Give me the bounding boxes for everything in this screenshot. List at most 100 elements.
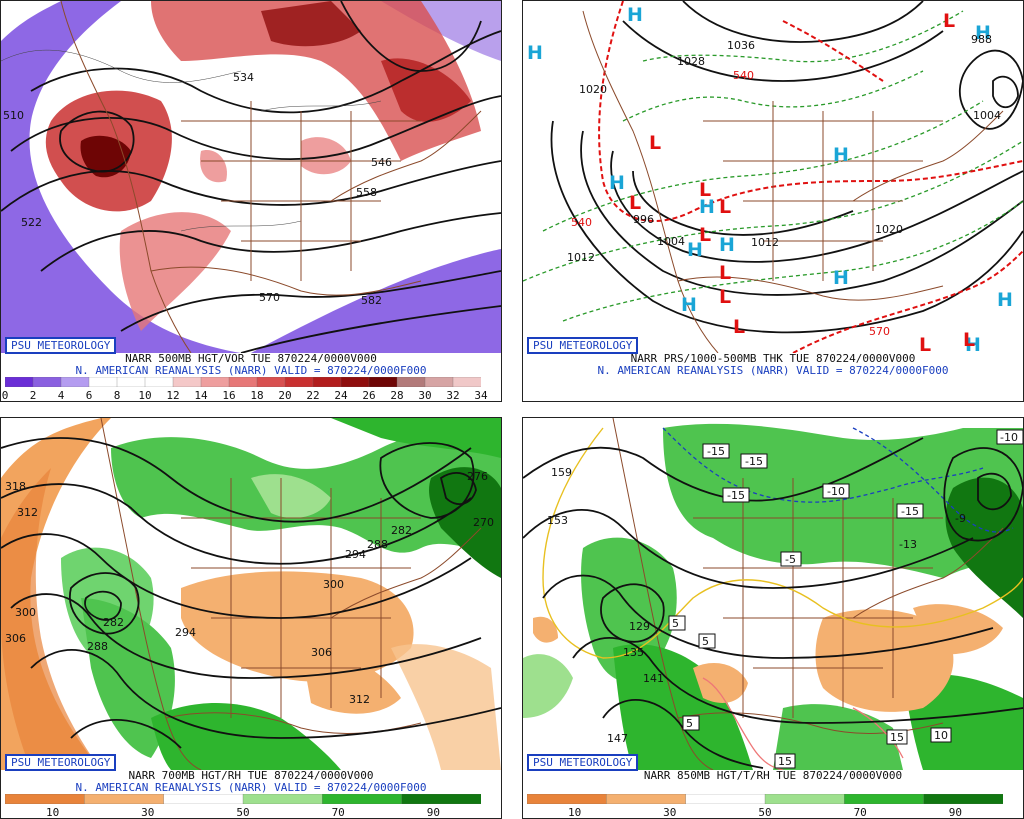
map-500mb-vorticity: 534 546 558 570 582 522 510: [1, 1, 501, 353]
contour-label: 1012: [751, 236, 779, 249]
map-pressure-thickness: H H H H H H H H H H H H L L L L L L L L …: [523, 1, 1023, 353]
colorbar-swatch: [452, 377, 481, 387]
colorbar-swatch: [368, 377, 398, 387]
svg-text:-15: -15: [727, 489, 745, 502]
svg-text:5: 5: [672, 617, 679, 630]
contour-label: 282: [391, 524, 412, 537]
colorbar-swatch: [396, 377, 426, 387]
colorbar-tick-label: 10: [45, 806, 60, 819]
contour-label: 1028: [677, 55, 705, 68]
colorbar-swatch: [5, 794, 85, 804]
colorbar-swatch: [84, 794, 165, 804]
colorbar-swatch: [923, 794, 1003, 804]
colorbar-swatch: [242, 794, 323, 804]
temp-label-box: 10: [930, 727, 952, 743]
colorbar-swatch: [144, 377, 174, 387]
panel-caption: NARR PRS/1000-500MB THK TUE 870224/0000V…: [630, 352, 916, 365]
colorbar-swatch: [88, 377, 118, 387]
contour-label: 540: [733, 69, 754, 82]
contour-label: 534: [233, 71, 254, 84]
low-pressure-marker: L: [719, 262, 731, 284]
contour-label: 1004: [973, 109, 1001, 122]
low-pressure-marker: L: [719, 196, 731, 218]
contour-label: 288: [87, 640, 108, 653]
colorbar-swatch: [340, 377, 370, 387]
temp-label-box: -15: [740, 453, 768, 469]
colorbar-swatch: [606, 794, 687, 804]
temp-label-box: 5: [682, 715, 700, 731]
contour-label: 510: [3, 109, 24, 122]
low-pressure-marker: L: [943, 10, 955, 32]
contour-label: 1020: [875, 223, 903, 236]
colorbar-tick-label: 18: [250, 389, 264, 402]
panel-pressure-thickness: H H H H H H H H H H H H L L L L L L L L …: [522, 0, 1024, 402]
contour-label: 1020: [579, 83, 607, 96]
colorbar-tick-label: 50: [758, 806, 772, 819]
temp-label-box: -15: [896, 503, 924, 519]
temp-label-box: -15: [702, 443, 730, 459]
contour-label: 300: [323, 578, 344, 591]
colorbar-swatch: [312, 377, 342, 387]
colorbar-tick-label: 28: [390, 389, 404, 402]
colorbar-tick-label: 22: [306, 389, 320, 402]
svg-text:-15: -15: [745, 455, 763, 468]
contour-label: -13: [899, 538, 917, 551]
contour-label: 282: [103, 616, 124, 629]
temp-label-box: -15: [722, 487, 750, 503]
contour-label: 1036: [727, 39, 755, 52]
svg-text:15: 15: [890, 731, 904, 744]
colorbar-tick-label: 10: [138, 389, 152, 402]
contour-label: 558: [356, 186, 377, 199]
colorbar-tick-label: 90: [948, 806, 963, 819]
colorbar-swatch: [5, 377, 34, 387]
colorbar-tick-label: 50: [236, 806, 250, 819]
contour-label: 294: [175, 626, 196, 639]
colorbar-tick-label: 30: [418, 389, 432, 402]
temp-label-box: -5: [780, 551, 802, 567]
contour-label: 312: [349, 693, 370, 706]
contour-label: 129: [629, 620, 650, 633]
high-pressure-marker: H: [527, 42, 543, 64]
temp-label-box: 5: [698, 633, 716, 649]
colorbar-tick-label: 26: [362, 389, 376, 402]
colorbar-swatch: [424, 377, 454, 387]
panel-caption: NARR 850MB HGT/T/RH TUE 870224/0000V000: [643, 769, 903, 782]
temp-label-box: 15: [886, 729, 908, 745]
rh-colorbar: [5, 794, 481, 804]
low-pressure-marker: L: [649, 132, 661, 154]
contour-label: 570: [869, 325, 890, 338]
high-pressure-marker: H: [609, 172, 625, 194]
colorbar-tick-label: 8: [113, 389, 121, 402]
colorbar-tick-label: 34: [474, 389, 488, 402]
high-pressure-marker: H: [965, 334, 981, 353]
colorbar-tick-label: 70: [331, 806, 345, 819]
colorbar-swatch: [172, 377, 202, 387]
colorbar-tick-label: 90: [426, 806, 441, 819]
colorbar-tick-label: 0: [1, 389, 9, 402]
panel-700mb-rh: 318 312 306 300 294 288 282 276 270 282 …: [0, 417, 502, 819]
colorbar-swatch: [228, 377, 258, 387]
contour-label: -9: [955, 512, 966, 525]
contour-label: 147: [607, 732, 628, 745]
contour-label: 276: [467, 470, 488, 483]
temp-label-box: 15: [774, 753, 796, 769]
contour-label: 300: [15, 606, 36, 619]
contour-label: 988: [971, 33, 992, 46]
high-pressure-marker: H: [719, 234, 735, 256]
colorbar-swatch: [527, 794, 607, 804]
psu-meteorology-badge: PSU METEOROLOGY: [5, 337, 117, 354]
panel-subcaption: N. AMERICAN REANALYSIS (NARR) VALID = 87…: [75, 364, 427, 377]
contour-label: 1012: [567, 251, 595, 264]
colorbar-tick-label: 2: [29, 389, 37, 402]
panel-caption: NARR 500MB HGT/VOR TUE 870224/0000V000: [125, 352, 377, 365]
low-pressure-marker: L: [719, 286, 731, 308]
high-pressure-marker: H: [997, 289, 1013, 311]
contour-label: 312: [17, 506, 38, 519]
psu-meteorology-badge: PSU METEOROLOGY: [5, 754, 117, 771]
contour-label: 582: [361, 294, 382, 307]
high-pressure-marker: H: [699, 196, 715, 218]
low-pressure-marker: L: [919, 334, 931, 353]
svg-text:-10: -10: [1000, 431, 1018, 444]
colorbar-tick-label: 70: [853, 806, 867, 819]
panel-subcaption: N. AMERICAN REANALYSIS (NARR) VALID = 87…: [597, 364, 949, 377]
